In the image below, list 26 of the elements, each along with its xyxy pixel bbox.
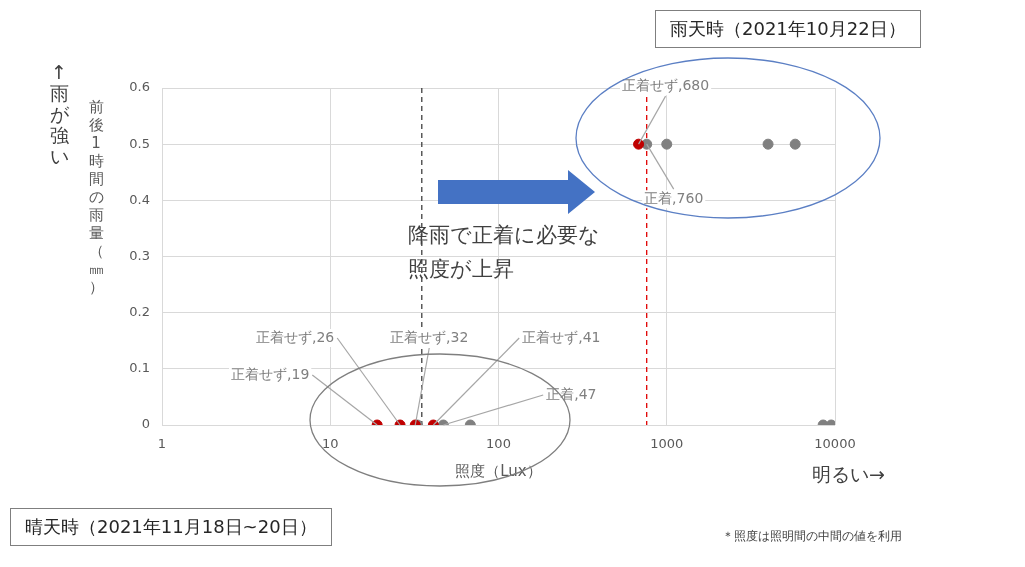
annotation: 正着せず,19 [231,365,310,382]
annotation: 正着,760 [644,189,704,206]
y-tick-label: 0.4 [129,191,150,207]
text: 雨天時（2021年10月22日） [655,10,921,48]
annotation: 降雨で正着に必要な照度が上昇 [408,222,601,283]
annotation: 正着せず,26 [255,328,335,345]
x-tick-label: 100 [486,436,511,452]
annotation: 正着せず,32 [390,328,469,345]
annotation: 正着せず,41 [522,328,601,345]
y-tick-label: 0.1 [129,360,150,376]
annotation: 正着,47 [546,385,597,402]
y-tick-label: 0.2 [129,304,150,320]
y-tick-label: 0.3 [129,247,150,263]
y-tick-label: 0.5 [129,135,150,151]
text: 晴天時（2021年11月18日~20日） [10,508,332,546]
y-tick-label: 0 [141,416,150,432]
x-tick-label: 10000 [814,436,856,452]
text: 明るい→ [812,462,885,487]
x-tick-label: 10 [321,436,339,452]
text: 前後1時間の雨量（㎜） [88,98,104,296]
x-tick-label: 1000 [650,436,684,452]
x-tick-label: 1 [157,436,167,452]
text: ↑雨が強い [48,61,70,167]
annotation: 正着せず,680 [621,76,710,93]
y-tick-label: 0.6 [129,79,150,95]
text: ＊照度は照明間の中間の値を利用 [722,528,902,545]
